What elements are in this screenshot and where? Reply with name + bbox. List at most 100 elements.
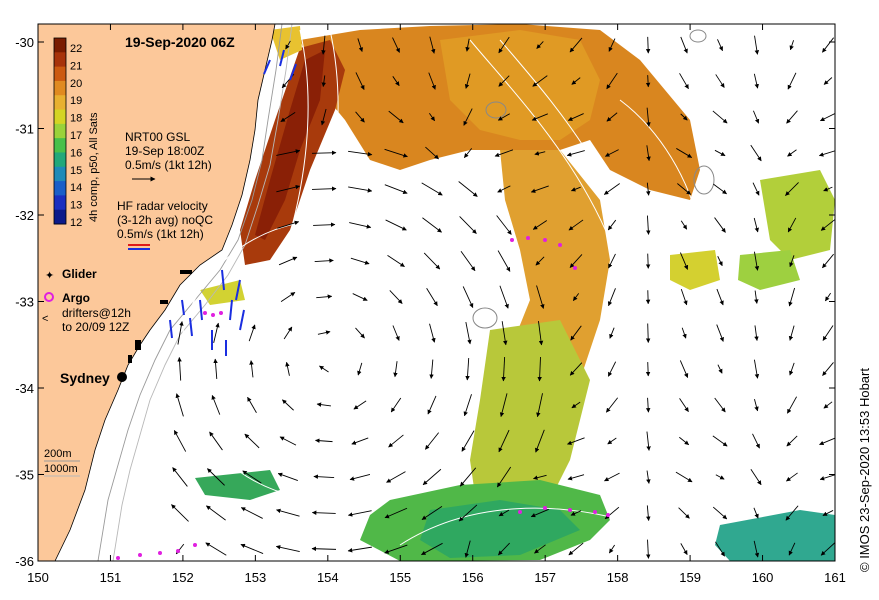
velocity-arrow	[753, 251, 760, 271]
velocity-arrow	[715, 74, 725, 88]
velocity-arrow	[429, 323, 436, 343]
velocity-arrow	[428, 72, 436, 90]
velocity-arrow	[787, 149, 797, 157]
velocity-arrow	[717, 256, 723, 267]
y-tick-label: -34	[15, 381, 34, 396]
velocity-arrow	[173, 430, 187, 452]
velocity-arrow	[285, 40, 291, 50]
velocity-arrow	[211, 394, 221, 415]
velocity-arrow	[787, 217, 797, 233]
velocity-arrow	[753, 359, 760, 379]
velocity-arrow	[425, 146, 439, 160]
velocity-arrow	[750, 468, 762, 486]
velocity-arrow	[677, 183, 692, 195]
velocity-arrow	[679, 398, 689, 413]
velocity-arrow	[465, 321, 472, 345]
velocity-arrow	[676, 148, 693, 158]
velocity-arrow	[788, 325, 795, 341]
velocity-arrow	[384, 184, 408, 194]
colorbar-tick-label: 18	[70, 113, 82, 125]
y-tick-label: -35	[15, 468, 34, 483]
velocity-arrow	[355, 72, 365, 90]
x-tick-label: 150	[27, 570, 49, 585]
coast-detail	[128, 270, 192, 363]
velocity-arrow	[535, 256, 545, 266]
velocity-arrow	[319, 365, 329, 373]
velocity-arrow	[572, 293, 580, 302]
velocity-arrow	[249, 360, 254, 378]
velocity-arrow	[753, 540, 760, 558]
velocity-arrow	[311, 546, 337, 551]
sst-east-3	[670, 250, 720, 290]
velocity-arrow	[607, 437, 617, 445]
velocity-arrow	[532, 220, 548, 230]
velocity-arrow	[754, 290, 759, 304]
velocity-arrow	[646, 470, 651, 484]
velocity-arrow	[384, 544, 408, 554]
velocity-arrow	[754, 35, 760, 55]
velocity-arrow	[422, 468, 442, 486]
velocity-arrow	[607, 288, 616, 307]
velocity-arrow	[750, 144, 762, 162]
colorbar-tick-label: 13	[70, 200, 82, 212]
velocity-arrow	[285, 361, 290, 376]
gsl-velocity-arrows	[171, 35, 835, 559]
velocity-arrow	[819, 113, 835, 122]
velocity-arrow	[461, 430, 475, 452]
velocity-arrow	[608, 38, 616, 52]
sydney-marker	[117, 372, 127, 382]
velocity-arrow	[213, 322, 220, 343]
velocity-arrow	[645, 75, 651, 88]
velocity-arrow	[680, 36, 688, 54]
velocity-arrow	[717, 39, 723, 52]
glider-label: Glider	[62, 267, 97, 281]
velocity-arrow	[429, 359, 434, 379]
velocity-arrow	[277, 472, 298, 481]
velocity-arrow	[348, 186, 373, 193]
velocity-arrow	[567, 474, 585, 481]
velocity-arrow	[716, 324, 724, 342]
velocity-arrow	[532, 75, 548, 87]
velocity-arrow	[313, 474, 335, 479]
velocity-arrow	[534, 544, 546, 554]
velocity-arrow	[428, 112, 436, 122]
velocity-arrow	[818, 150, 835, 157]
velocity-arrow	[242, 470, 262, 484]
velocity-arrow	[499, 285, 509, 309]
colorbar-segment	[54, 95, 66, 111]
hf-radar-arrows	[169, 49, 297, 356]
colorbar-segment	[54, 38, 66, 53]
velocity-arrow	[786, 435, 798, 447]
velocity-arrow	[320, 108, 327, 126]
velocity-arrow	[786, 472, 798, 482]
y-tick-label: -33	[15, 295, 34, 310]
velocity-arrow	[387, 254, 405, 268]
velocity-arrow	[752, 433, 760, 449]
velocity-arrow	[645, 323, 651, 343]
gsl-legend-time: 19-Sep 18:00Z	[125, 144, 204, 158]
velocity-arrow	[714, 149, 726, 157]
velocity-arrow	[213, 358, 218, 380]
velocity-arrow	[645, 36, 651, 54]
velocity-arrow	[820, 542, 835, 556]
y-tick-label: -30	[15, 35, 34, 50]
velocity-arrow	[206, 505, 226, 521]
velocity-arrow	[715, 541, 725, 557]
velocity-arrow	[820, 219, 835, 231]
velocity-arrow	[244, 433, 260, 449]
velocity-arrow	[571, 401, 581, 409]
velocity-arrow	[464, 540, 471, 558]
colorbar-segment	[54, 138, 66, 153]
velocity-arrow	[646, 215, 651, 235]
sst-east-2	[738, 250, 800, 290]
drifter-tracks	[116, 236, 610, 560]
velocity-arrow	[497, 185, 511, 193]
argo-icon	[44, 292, 54, 302]
velocity-arrow	[497, 250, 511, 272]
velocity-arrow	[499, 393, 508, 418]
velocity-arrow	[426, 288, 438, 307]
velocity-arrow	[349, 474, 371, 481]
velocity-arrow	[788, 287, 796, 307]
land-australia	[38, 24, 276, 561]
velocity-arrow	[823, 401, 833, 409]
